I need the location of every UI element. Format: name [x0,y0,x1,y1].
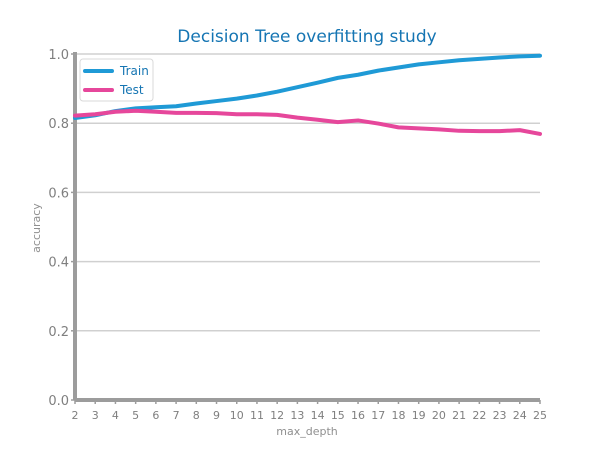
x-axis-label: max_depth [276,425,338,438]
x-tick-label: 23 [493,409,507,422]
x-tick-label: 17 [371,409,385,422]
series-layer [73,53,542,136]
x-tick-label: 11 [250,409,264,422]
y-tick-label: 0.4 [48,256,69,271]
x-tick-label: 3 [92,409,99,422]
train-series-line [73,53,542,121]
x-tick-label: 24 [513,409,527,422]
y-tick-label: 0.0 [48,394,69,409]
legend-test-label: Test [119,83,144,97]
x-tick-label: 8 [193,409,200,422]
x-tick-label: 16 [351,409,365,422]
y-axis-label: accuracy [30,203,43,253]
x-tick-label: 5 [132,409,139,422]
x-tick-label: 4 [112,409,119,422]
x-tick-label: 12 [270,409,284,422]
test-series-line [73,108,542,136]
x-tick-label: 10 [230,409,244,422]
x-tick-label: 2 [72,409,79,422]
x-tick-label: 9 [213,409,220,422]
chart-title: Decision Tree overfitting study [177,27,436,47]
y-tick-label: 0.8 [48,117,69,132]
x-tick-label: 14 [311,409,325,422]
x-tick-label: 20 [432,409,446,422]
x-tick-label: 7 [173,409,180,422]
axis-layer [71,52,541,404]
y-tick-layer: 0.0 0.2 0.4 0.6 0.8 1.0 [48,48,69,409]
x-tick-label: 13 [290,409,304,422]
legend-train-label: Train [119,64,149,78]
x-tick-label: 15 [331,409,345,422]
y-tick-label: 0.6 [48,186,69,201]
x-tick-label: 19 [412,409,426,422]
x-tick-label: 25 [533,409,547,422]
x-tick-label: 21 [452,409,466,422]
x-tick-label: 22 [472,409,486,422]
x-tick-layer: 2 3 4 5 6 7 8 9 10 11 12 13 14 15 16 17 18 19 20 21 22 23 24 25 [72,409,548,422]
y-tick-label: 0.2 [48,325,69,340]
x-tick-label: 6 [152,409,159,422]
x-tick-label: 18 [391,409,405,422]
legend: Train Test [79,58,154,102]
y-tick-label: 1.0 [48,48,69,63]
